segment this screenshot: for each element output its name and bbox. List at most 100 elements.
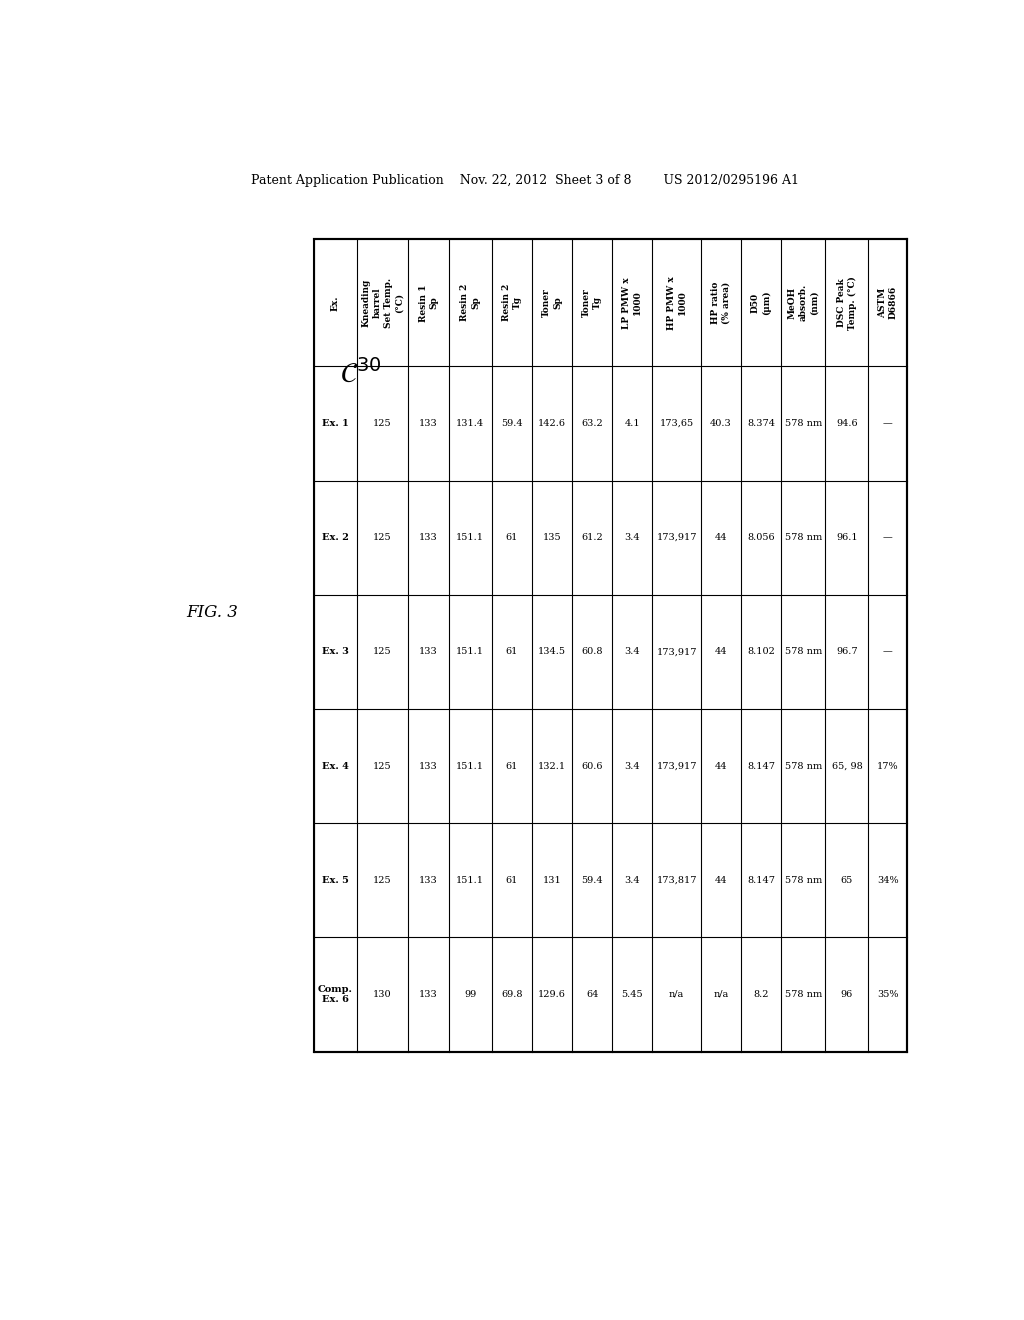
Text: 3.4: 3.4 — [625, 533, 640, 543]
Text: 125: 125 — [373, 875, 392, 884]
Text: 173,917: 173,917 — [656, 533, 696, 543]
Text: 125: 125 — [373, 762, 392, 771]
Text: ASTM
D6866: ASTM D6866 — [878, 286, 898, 319]
Text: Ex. 2: Ex. 2 — [322, 533, 349, 543]
Text: 133: 133 — [419, 990, 438, 999]
Text: 125: 125 — [373, 533, 392, 543]
Text: 40.3: 40.3 — [710, 418, 732, 428]
Bar — [314, 239, 907, 1052]
Text: 130: 130 — [373, 990, 392, 999]
Text: FIG. 3: FIG. 3 — [185, 605, 238, 622]
Text: 578 nm: 578 nm — [784, 418, 822, 428]
Text: 134.5: 134.5 — [538, 647, 566, 656]
Text: n/a: n/a — [714, 990, 728, 999]
Text: 59.4: 59.4 — [501, 418, 522, 428]
Text: 34%: 34% — [877, 875, 898, 884]
Text: 173,917: 173,917 — [656, 647, 696, 656]
Text: 99: 99 — [464, 990, 476, 999]
Text: 44: 44 — [715, 647, 727, 656]
Text: 173,65: 173,65 — [659, 418, 693, 428]
Text: 65: 65 — [841, 875, 853, 884]
Text: LP PMW x
1000: LP PMW x 1000 — [623, 277, 642, 329]
Text: DSC Peak
Temp. (°C): DSC Peak Temp. (°C) — [837, 276, 857, 330]
Text: 65, 98: 65, 98 — [831, 762, 862, 771]
Text: 96.7: 96.7 — [837, 647, 858, 656]
Text: 8.374: 8.374 — [748, 418, 775, 428]
Text: 17%: 17% — [877, 762, 898, 771]
Text: 96.1: 96.1 — [837, 533, 858, 543]
Text: 3.4: 3.4 — [625, 647, 640, 656]
Text: Resin 2
Tg: Resin 2 Tg — [502, 284, 522, 322]
Text: 8.102: 8.102 — [748, 647, 775, 656]
Text: Resin 1
Sp: Resin 1 Sp — [419, 284, 438, 322]
Text: 133: 133 — [419, 418, 438, 428]
Text: Ex. 4: Ex. 4 — [322, 762, 349, 771]
Text: 578 nm: 578 nm — [784, 990, 822, 999]
Text: D50
(μm): D50 (μm) — [751, 290, 771, 315]
Text: 8.147: 8.147 — [748, 762, 775, 771]
Text: 60.8: 60.8 — [582, 647, 603, 656]
Text: $\mathcal{C}^{30}$: $\mathcal{C}^{30}$ — [340, 359, 381, 388]
Text: 131: 131 — [543, 875, 561, 884]
Text: 8.056: 8.056 — [748, 533, 775, 543]
Text: 61: 61 — [506, 533, 518, 543]
Text: 125: 125 — [373, 418, 392, 428]
Text: 69.8: 69.8 — [501, 990, 522, 999]
Text: Toner
Sp: Toner Sp — [542, 288, 562, 317]
Text: 44: 44 — [715, 875, 727, 884]
Text: Patent Application Publication    Nov. 22, 2012  Sheet 3 of 8        US 2012/029: Patent Application Publication Nov. 22, … — [251, 174, 799, 187]
Text: 578 nm: 578 nm — [784, 647, 822, 656]
Text: 133: 133 — [419, 875, 438, 884]
Text: Ex. 3: Ex. 3 — [322, 647, 349, 656]
Text: 63.2: 63.2 — [582, 418, 603, 428]
Text: 151.1: 151.1 — [456, 533, 484, 543]
Text: —: — — [883, 647, 893, 656]
Text: 5.45: 5.45 — [622, 990, 643, 999]
Text: —: — — [883, 533, 893, 543]
Text: 60.6: 60.6 — [582, 762, 603, 771]
Text: 578 nm: 578 nm — [784, 533, 822, 543]
Text: 151.1: 151.1 — [456, 647, 484, 656]
Text: 125: 125 — [373, 647, 392, 656]
Text: 151.1: 151.1 — [456, 875, 484, 884]
Text: 61.2: 61.2 — [582, 533, 603, 543]
Text: 133: 133 — [419, 533, 438, 543]
Text: 61: 61 — [506, 647, 518, 656]
Text: Kneading
barrel
Set Temp.
(°C): Kneading barrel Set Temp. (°C) — [361, 277, 403, 327]
Text: 578 nm: 578 nm — [784, 762, 822, 771]
Text: 3.4: 3.4 — [625, 762, 640, 771]
Text: Ex.: Ex. — [331, 296, 340, 310]
Text: 3.4: 3.4 — [625, 875, 640, 884]
Text: 135: 135 — [543, 533, 561, 543]
Text: 133: 133 — [419, 762, 438, 771]
Text: —: — — [883, 418, 893, 428]
Text: 578 nm: 578 nm — [784, 875, 822, 884]
Text: 64: 64 — [586, 990, 598, 999]
Text: HP PMW x
1000: HP PMW x 1000 — [667, 276, 687, 330]
Text: 173,917: 173,917 — [656, 762, 696, 771]
Text: Toner
Tg: Toner Tg — [582, 288, 602, 317]
Text: 96: 96 — [841, 990, 853, 999]
Text: n/a: n/a — [669, 990, 684, 999]
Text: 173,817: 173,817 — [656, 875, 696, 884]
Text: 129.6: 129.6 — [538, 990, 566, 999]
Text: 44: 44 — [715, 533, 727, 543]
Text: 59.4: 59.4 — [582, 875, 603, 884]
Text: 44: 44 — [715, 762, 727, 771]
Text: 133: 133 — [419, 647, 438, 656]
Text: 35%: 35% — [877, 990, 898, 999]
Text: 131.4: 131.4 — [456, 418, 484, 428]
Text: 151.1: 151.1 — [456, 762, 484, 771]
Text: Ex. 5: Ex. 5 — [322, 875, 349, 884]
Text: 61: 61 — [506, 875, 518, 884]
Text: 132.1: 132.1 — [538, 762, 566, 771]
Text: 61: 61 — [506, 762, 518, 771]
Text: 8.2: 8.2 — [754, 990, 769, 999]
Text: 94.6: 94.6 — [837, 418, 858, 428]
Text: HP ratio
(% area): HP ratio (% area) — [711, 281, 731, 323]
Text: 142.6: 142.6 — [538, 418, 566, 428]
Text: MeOH
absorb.
(nm): MeOH absorb. (nm) — [787, 284, 819, 321]
Text: Ex. 1: Ex. 1 — [322, 418, 348, 428]
Text: Comp.
Ex. 6: Comp. Ex. 6 — [317, 985, 352, 1005]
Text: Resin 2
Sp: Resin 2 Sp — [460, 284, 480, 322]
